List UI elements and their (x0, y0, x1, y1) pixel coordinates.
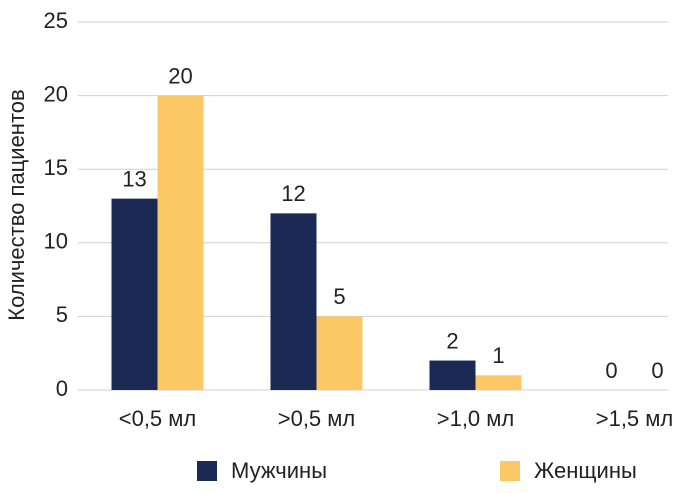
legend-label: Женщины (534, 458, 637, 483)
data-label: 12 (281, 181, 305, 206)
data-label: 2 (446, 328, 458, 353)
bar (111, 198, 158, 390)
x-tick-label: >0,5 мл (278, 406, 356, 431)
bar (316, 316, 363, 390)
legend-swatch (500, 461, 520, 481)
x-tick-label: <0,5 мл (119, 406, 197, 431)
y-tick-label: 25 (44, 8, 68, 33)
bar (270, 213, 317, 390)
x-tick-label: >1,0 мл (437, 406, 515, 431)
y-axis-label: Количество пациентов (4, 89, 29, 320)
x-tick-label: >1,5 мл (596, 406, 674, 431)
data-label: 5 (333, 284, 345, 309)
data-label: 1 (492, 343, 504, 368)
legend-swatch (197, 461, 217, 481)
data-label: 0 (605, 358, 617, 383)
y-tick-label: 15 (44, 155, 68, 180)
data-label: 0 (651, 358, 663, 383)
y-tick-label: 5 (56, 302, 68, 327)
y-tick-label: 10 (44, 229, 68, 254)
bar (429, 360, 476, 390)
data-label: 13 (122, 166, 146, 191)
data-label: 20 (168, 63, 192, 88)
y-tick-label: 20 (44, 81, 68, 106)
bar (157, 95, 204, 390)
bar (475, 375, 522, 390)
y-tick-label: 0 (56, 376, 68, 401)
legend-label: Мужчины (231, 458, 327, 483)
